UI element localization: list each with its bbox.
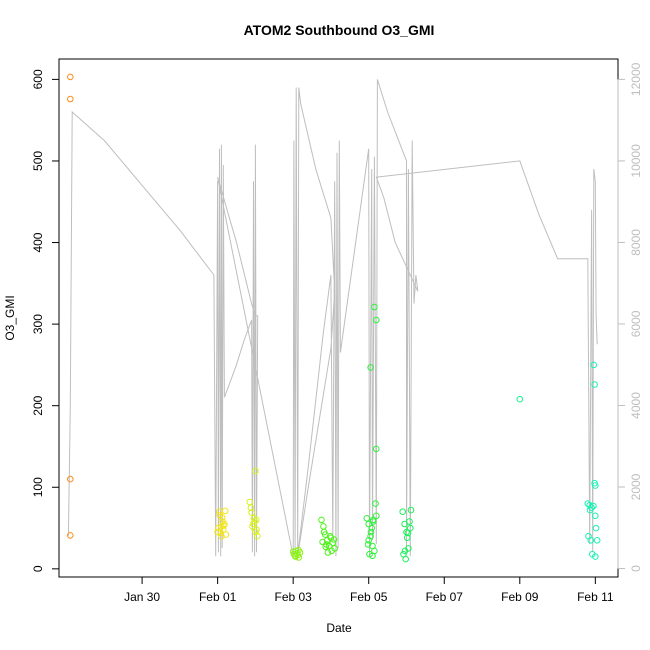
data-point (516, 395, 524, 403)
data-point (67, 95, 74, 103)
y2-tick-label: 12000 (629, 62, 643, 96)
y-tick-label: 100 (31, 477, 45, 497)
data-point (592, 553, 599, 560)
data-point (221, 507, 229, 515)
x-tick-label: Jan 30 (124, 590, 160, 604)
data-point (368, 524, 376, 532)
x-axis-label: Date (326, 621, 352, 635)
data-point (402, 555, 410, 563)
y-axis-left: 0 100 200 300 400 500 600 (31, 69, 60, 572)
y-tick-label: 600 (31, 69, 45, 89)
data-point (252, 467, 259, 475)
x-tick-label: Feb 03 (274, 590, 312, 604)
data-point (67, 475, 74, 483)
x-tick-label: Feb 05 (350, 590, 388, 604)
data-point (251, 518, 258, 525)
data-point (367, 364, 374, 371)
data-point (369, 518, 377, 525)
data-point (592, 482, 599, 489)
data-point (363, 515, 371, 522)
data-point (253, 526, 260, 534)
data-point (253, 532, 261, 540)
data-point (219, 518, 226, 525)
y2-tick-label: 6000 (629, 310, 643, 337)
data-point (372, 500, 379, 507)
data-point (587, 537, 595, 544)
y-axis-right: 0 2000 4000 6000 8000 10000 12000 (617, 62, 643, 572)
data-point (218, 532, 225, 540)
data-point (367, 532, 374, 540)
data-point (373, 512, 380, 520)
data-point (214, 528, 221, 536)
data-point (320, 528, 328, 536)
data-point (319, 538, 326, 546)
data-point (320, 523, 327, 530)
data-point (373, 316, 380, 324)
y-tick-label: 200 (31, 395, 45, 415)
data-point (292, 553, 299, 560)
data-point (593, 537, 601, 544)
x-tick-label: Feb 01 (199, 590, 237, 604)
y-axis-label: O3_GMI (3, 295, 17, 340)
data-point (248, 509, 255, 516)
data-point (401, 547, 409, 555)
data-point (592, 524, 600, 532)
x-tick-label: Feb 07 (426, 590, 464, 604)
data-point (222, 531, 230, 538)
data-point (324, 549, 332, 556)
data-point (67, 532, 74, 539)
y2-tick-label: 10000 (629, 144, 643, 178)
data-point (322, 543, 330, 551)
data-point (403, 534, 411, 542)
y2-tick-label: 4000 (629, 392, 643, 419)
data-point (591, 381, 598, 388)
data-point (250, 515, 258, 522)
y2-tick-label: 0 (629, 565, 643, 572)
y2-tick-label: 2000 (629, 473, 643, 500)
data-point (216, 511, 224, 519)
data-point (592, 512, 599, 520)
data-point (330, 536, 338, 543)
altitude-line (67, 79, 598, 561)
data-point (369, 552, 376, 560)
data-point (220, 522, 227, 529)
y-tick-label: 500 (31, 151, 45, 171)
data-point (318, 516, 325, 524)
data-point (590, 502, 597, 510)
data-point (371, 303, 378, 311)
altitude-line-layer (67, 79, 598, 561)
data-point (373, 445, 380, 453)
y-tick-label: 0 (31, 565, 45, 572)
data-point (367, 528, 375, 536)
y2-tick-label: 8000 (629, 229, 643, 256)
x-tick-label: Feb 09 (501, 590, 539, 604)
x-tick-label: Feb 11 (577, 590, 614, 604)
data-point (407, 506, 415, 514)
data-point (326, 532, 334, 540)
data-point (364, 541, 372, 548)
data-point (328, 547, 336, 555)
data-point (67, 73, 74, 81)
data-point (399, 508, 407, 516)
x-axis: Jan 30 Feb 01 Feb 03 Feb 05 Feb 07 Feb 09 Feb … (124, 576, 614, 604)
y-tick-label: 300 (31, 314, 45, 334)
data-point (590, 361, 598, 369)
data-point (247, 504, 255, 512)
scatter-points-layer (67, 73, 601, 563)
chart-title: ATOM2 Southbound O3_GMI (244, 22, 435, 38)
y-tick-label: 400 (31, 232, 45, 252)
data-point (406, 518, 413, 525)
data-point (329, 539, 337, 547)
data-point (246, 498, 253, 506)
data-point (586, 506, 594, 514)
data-point (365, 537, 373, 544)
data-point (584, 500, 592, 507)
data-point (404, 529, 412, 537)
data-point (295, 546, 302, 554)
